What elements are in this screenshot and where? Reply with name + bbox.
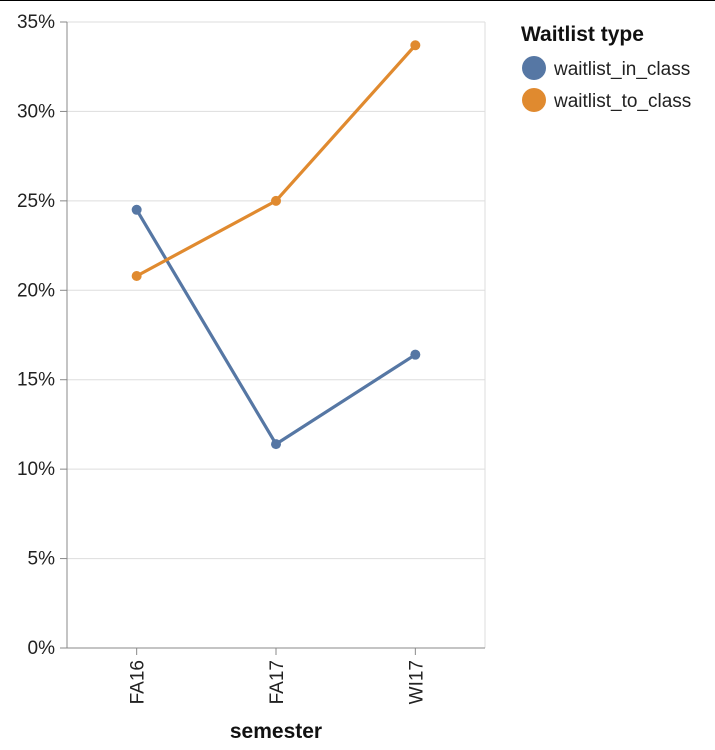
legend-swatch: [522, 56, 546, 80]
axes: [66, 22, 485, 649]
x-axis-ticks: FA16 FA17 WI17: [128, 648, 427, 704]
legend[interactable]: Waitlist type waitlist_in_classwaitlist_…: [521, 23, 691, 112]
data-point-waitlist_to_class[interactable]: [131, 270, 142, 281]
y-axis-ticks: 0% 5% 10% 15% 20% 25% 30% 35%: [17, 12, 67, 659]
data-point-waitlist_in_class[interactable]: [410, 349, 421, 360]
y-tick-label: 5%: [28, 549, 56, 570]
data-point-waitlist_in_class[interactable]: [271, 439, 281, 450]
series-line-waitlist_to_class: [135, 43, 417, 278]
data-point-waitlist_in_class[interactable]: [131, 204, 142, 215]
series-line-waitlist_in_class: [135, 208, 417, 446]
x-tick-label: FA16: [128, 660, 149, 704]
y-tick-label: 25%: [17, 191, 55, 212]
x-tick-label: WI17: [406, 660, 427, 704]
y-tick-label: 0%: [28, 638, 56, 659]
legend-title: Waitlist type: [521, 23, 644, 46]
legend-items: waitlist_in_class waitlist_to_class: [522, 56, 691, 112]
top-border: [0, 0, 715, 1]
y-tick-label: 35%: [17, 12, 55, 33]
y-tick-label: 15%: [17, 370, 55, 391]
legend-label: waitlist_in_class: [553, 59, 690, 80]
y-tick-label: 20%: [17, 280, 55, 301]
data-point-waitlist_to_class[interactable]: [271, 195, 281, 206]
series: [131, 40, 421, 450]
y-tick-label: 10%: [17, 459, 55, 480]
data-point-waitlist_to_class[interactable]: [410, 40, 421, 51]
x-axis-title: semester: [230, 720, 322, 743]
y-tick-label: 30%: [17, 101, 55, 122]
legend-label: waitlist_to_class: [553, 91, 691, 112]
legend-swatch: [522, 88, 546, 112]
gridlines: [67, 21, 486, 649]
x-tick-label: FA17: [267, 660, 288, 704]
